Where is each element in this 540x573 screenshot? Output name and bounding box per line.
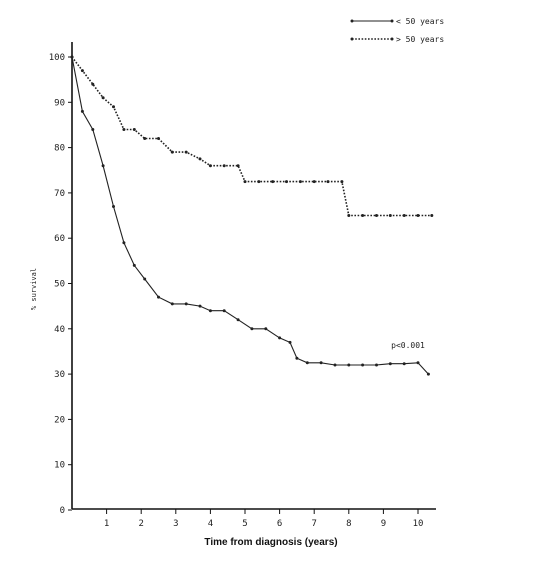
x-tick-label: 2 bbox=[138, 519, 143, 529]
data-point bbox=[375, 214, 378, 217]
x-tick-label: 8 bbox=[346, 519, 351, 529]
data-point bbox=[198, 304, 202, 308]
data-point bbox=[208, 309, 212, 313]
data-point bbox=[271, 180, 275, 184]
axes bbox=[71, 42, 436, 510]
data-point bbox=[361, 214, 365, 217]
data-point bbox=[143, 277, 147, 281]
data-point bbox=[80, 69, 84, 73]
data-point bbox=[198, 157, 202, 161]
p-value-annotation: p<0.001 bbox=[391, 341, 425, 350]
series-layer bbox=[70, 55, 434, 376]
data-point bbox=[70, 55, 74, 59]
data-point bbox=[326, 180, 330, 184]
data-point bbox=[264, 327, 268, 331]
y-tick-label: 100 bbox=[49, 53, 65, 63]
y-tick-label: 50 bbox=[54, 280, 65, 290]
data-point bbox=[361, 363, 365, 367]
data-point bbox=[430, 214, 434, 217]
data-point bbox=[112, 105, 115, 109]
data-point bbox=[157, 295, 160, 299]
data-point bbox=[278, 336, 282, 340]
data-point bbox=[101, 96, 105, 100]
x-tick-label: 6 bbox=[277, 519, 282, 529]
data-point bbox=[132, 263, 136, 267]
data-point bbox=[402, 362, 406, 366]
data-point bbox=[222, 309, 226, 313]
data-point bbox=[416, 361, 420, 365]
data-point bbox=[170, 150, 174, 154]
series-dotted bbox=[70, 55, 434, 217]
data-point bbox=[170, 302, 174, 306]
data-point bbox=[347, 363, 351, 367]
legend-marker bbox=[350, 19, 354, 23]
x-tick-label: 4 bbox=[208, 519, 213, 529]
x-tick-label: 3 bbox=[173, 519, 178, 529]
data-point bbox=[333, 363, 337, 367]
series-line bbox=[71, 56, 429, 375]
data-point bbox=[295, 356, 299, 360]
x-tick-label: 10 bbox=[413, 519, 424, 529]
data-point bbox=[222, 164, 226, 168]
data-point bbox=[101, 164, 105, 168]
x-tick-label: 5 bbox=[242, 519, 247, 529]
data-point bbox=[91, 82, 95, 86]
data-point bbox=[319, 361, 323, 365]
y-tick-label: 20 bbox=[54, 415, 65, 425]
data-point bbox=[157, 137, 160, 140]
y-tick-label: 30 bbox=[54, 370, 65, 380]
data-point bbox=[298, 180, 302, 184]
x-axis-ticks: 1 2 3 4 5 6 7 8 9 10 bbox=[104, 509, 424, 529]
y-tick-label: 0 bbox=[60, 506, 65, 516]
data-point bbox=[243, 180, 247, 184]
y-tick-label: 40 bbox=[54, 325, 65, 335]
data-point bbox=[288, 340, 292, 344]
data-point bbox=[80, 109, 84, 113]
data-point bbox=[312, 180, 316, 184]
y-tick-label: 10 bbox=[54, 461, 65, 471]
x-axis-title: Time from diagnosis (years) bbox=[204, 537, 337, 548]
data-point bbox=[305, 361, 309, 365]
data-point bbox=[402, 214, 406, 217]
data-point bbox=[122, 241, 126, 245]
y-tick-label: 80 bbox=[54, 144, 65, 154]
data-point bbox=[236, 164, 240, 168]
data-point bbox=[257, 180, 261, 184]
legend-marker bbox=[390, 37, 394, 41]
data-point bbox=[184, 302, 188, 306]
data-point bbox=[250, 327, 254, 331]
data-point bbox=[388, 214, 392, 217]
y-tick-label: 90 bbox=[54, 98, 65, 108]
data-point bbox=[91, 128, 95, 131]
data-point bbox=[143, 137, 147, 140]
y-axis-ticks: 0 10 20 30 40 50 60 70 80 90 100 bbox=[49, 53, 72, 516]
data-point bbox=[122, 128, 126, 131]
y-tick-label: 60 bbox=[54, 234, 65, 244]
legend-marker bbox=[350, 37, 354, 41]
y-axis-title: % survival bbox=[30, 268, 38, 310]
data-point bbox=[416, 214, 420, 217]
y-tick-label: 70 bbox=[54, 189, 65, 199]
legend: < 50 years > 50 years bbox=[350, 17, 444, 44]
data-point bbox=[347, 214, 351, 217]
data-point bbox=[426, 372, 430, 376]
x-tick-label: 7 bbox=[311, 519, 316, 529]
data-point bbox=[132, 128, 136, 131]
data-point bbox=[112, 205, 115, 208]
data-point bbox=[285, 180, 288, 184]
x-tick-label: 1 bbox=[104, 519, 109, 529]
legend-marker bbox=[390, 19, 394, 23]
data-point bbox=[236, 318, 240, 322]
x-tick-label: 9 bbox=[381, 519, 386, 529]
data-point bbox=[208, 164, 212, 168]
legend-label: < 50 years bbox=[396, 17, 444, 26]
data-point bbox=[375, 363, 378, 367]
series-line bbox=[71, 56, 432, 217]
data-point bbox=[340, 180, 344, 184]
legend-label: > 50 years bbox=[396, 35, 444, 44]
data-point bbox=[184, 150, 188, 154]
data-point bbox=[388, 362, 392, 366]
